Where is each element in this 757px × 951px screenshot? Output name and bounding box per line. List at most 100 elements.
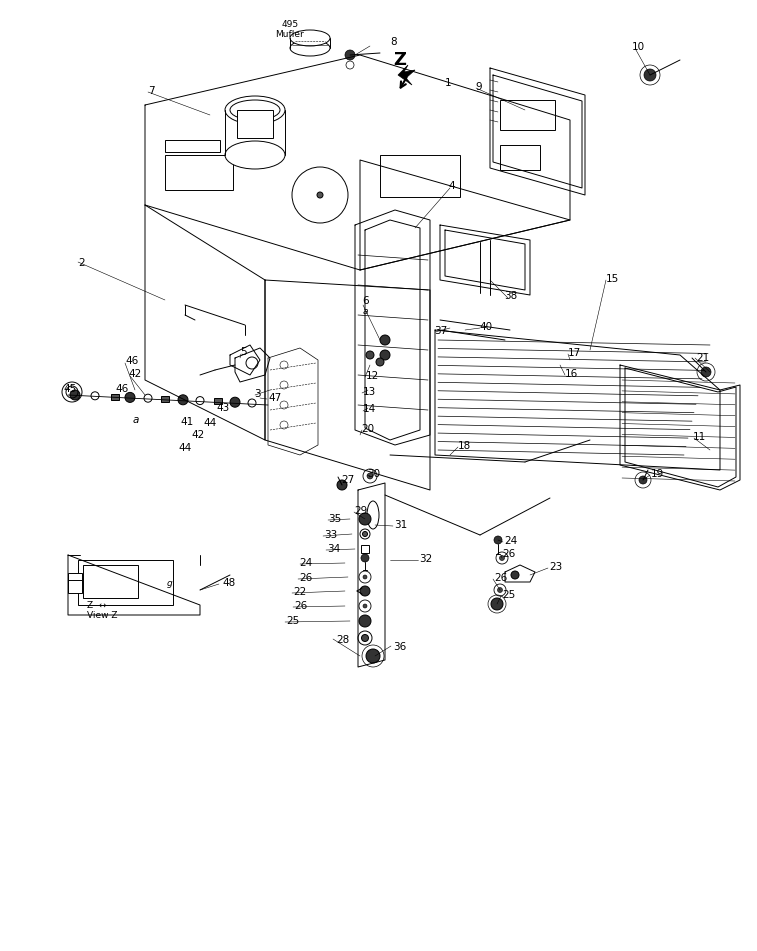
Text: 3: 3 <box>254 389 260 399</box>
Text: 29: 29 <box>354 506 367 516</box>
Text: 14: 14 <box>363 404 376 414</box>
Circle shape <box>366 351 374 359</box>
Text: 33: 33 <box>324 530 338 540</box>
Text: 8: 8 <box>390 37 397 47</box>
Bar <box>500 100 555 130</box>
Ellipse shape <box>225 96 285 124</box>
Ellipse shape <box>230 100 280 120</box>
Bar <box>83 565 138 598</box>
Circle shape <box>701 367 711 377</box>
Text: 42: 42 <box>191 430 204 440</box>
Text: 21: 21 <box>696 353 709 363</box>
Text: 16: 16 <box>565 369 578 379</box>
Bar <box>361 545 369 553</box>
Text: 32: 32 <box>419 554 432 564</box>
Text: 4: 4 <box>448 181 455 191</box>
Text: 26: 26 <box>299 573 312 583</box>
Text: 45: 45 <box>63 384 76 394</box>
Polygon shape <box>398 65 415 85</box>
Ellipse shape <box>225 141 285 169</box>
Circle shape <box>376 358 384 366</box>
Circle shape <box>363 604 367 608</box>
Circle shape <box>367 473 373 479</box>
Text: 11: 11 <box>693 432 706 442</box>
Text: 31: 31 <box>394 520 407 530</box>
Text: 26: 26 <box>494 573 507 583</box>
Text: 40: 40 <box>479 322 492 332</box>
Text: 10: 10 <box>632 42 645 52</box>
Bar <box>500 145 540 170</box>
Ellipse shape <box>290 40 330 56</box>
Text: 41: 41 <box>180 417 193 427</box>
Circle shape <box>359 513 371 525</box>
Circle shape <box>178 395 188 405</box>
Text: 26: 26 <box>502 549 516 559</box>
Circle shape <box>511 571 519 579</box>
Bar <box>165 140 220 152</box>
Text: 18: 18 <box>458 441 472 451</box>
Text: Z  ↔
View Z: Z ↔ View Z <box>87 601 117 620</box>
Bar <box>78 560 173 605</box>
Text: 15: 15 <box>606 274 619 284</box>
Circle shape <box>337 480 347 490</box>
Circle shape <box>230 398 240 407</box>
Text: 43: 43 <box>216 403 229 413</box>
Bar <box>111 394 119 399</box>
Text: 1: 1 <box>445 78 452 88</box>
Text: 27: 27 <box>341 475 354 485</box>
Bar <box>237 110 273 138</box>
Circle shape <box>644 69 656 81</box>
Text: 19: 19 <box>651 469 664 479</box>
Ellipse shape <box>290 30 330 46</box>
Text: 36: 36 <box>393 642 407 652</box>
Text: 42: 42 <box>128 369 142 379</box>
Text: 25: 25 <box>502 590 516 600</box>
Circle shape <box>500 555 504 560</box>
Text: 26: 26 <box>294 601 307 611</box>
Text: 20: 20 <box>361 424 374 434</box>
Text: 9: 9 <box>475 82 481 92</box>
Text: 6: 6 <box>362 296 369 306</box>
Text: 22: 22 <box>293 587 307 597</box>
Bar <box>161 396 169 402</box>
Text: g: g <box>167 579 173 589</box>
Circle shape <box>363 532 367 536</box>
Text: 47: 47 <box>268 393 282 403</box>
Text: 38: 38 <box>504 291 517 301</box>
Text: 46: 46 <box>115 384 128 394</box>
Circle shape <box>639 476 647 484</box>
Text: 12: 12 <box>366 371 379 381</box>
Circle shape <box>125 393 135 402</box>
Text: 7: 7 <box>148 86 154 96</box>
Circle shape <box>361 554 369 562</box>
Circle shape <box>345 50 355 60</box>
Bar <box>380 155 460 197</box>
Text: 28: 28 <box>336 635 349 645</box>
Text: 44: 44 <box>203 418 217 428</box>
Text: a: a <box>363 306 369 316</box>
Bar <box>214 398 222 404</box>
Text: 13: 13 <box>363 387 376 397</box>
Circle shape <box>380 350 390 360</box>
Circle shape <box>317 192 323 198</box>
Circle shape <box>70 390 80 400</box>
Text: 35: 35 <box>328 514 341 524</box>
Circle shape <box>491 598 503 610</box>
Text: 48: 48 <box>222 578 235 588</box>
Circle shape <box>366 649 380 663</box>
Text: Z: Z <box>394 51 407 69</box>
Text: 17: 17 <box>568 348 581 358</box>
Text: 34: 34 <box>327 544 340 554</box>
Text: 44: 44 <box>178 443 192 453</box>
Text: 24: 24 <box>504 536 517 546</box>
Bar <box>68 573 82 593</box>
Circle shape <box>497 588 503 592</box>
Text: 46: 46 <box>125 356 139 366</box>
Ellipse shape <box>367 501 379 529</box>
Text: 24: 24 <box>299 558 312 568</box>
Circle shape <box>359 615 371 627</box>
Circle shape <box>362 634 369 642</box>
Circle shape <box>380 335 390 345</box>
Text: 23: 23 <box>549 562 562 572</box>
Text: 495
Mufler: 495 Mufler <box>276 20 304 39</box>
